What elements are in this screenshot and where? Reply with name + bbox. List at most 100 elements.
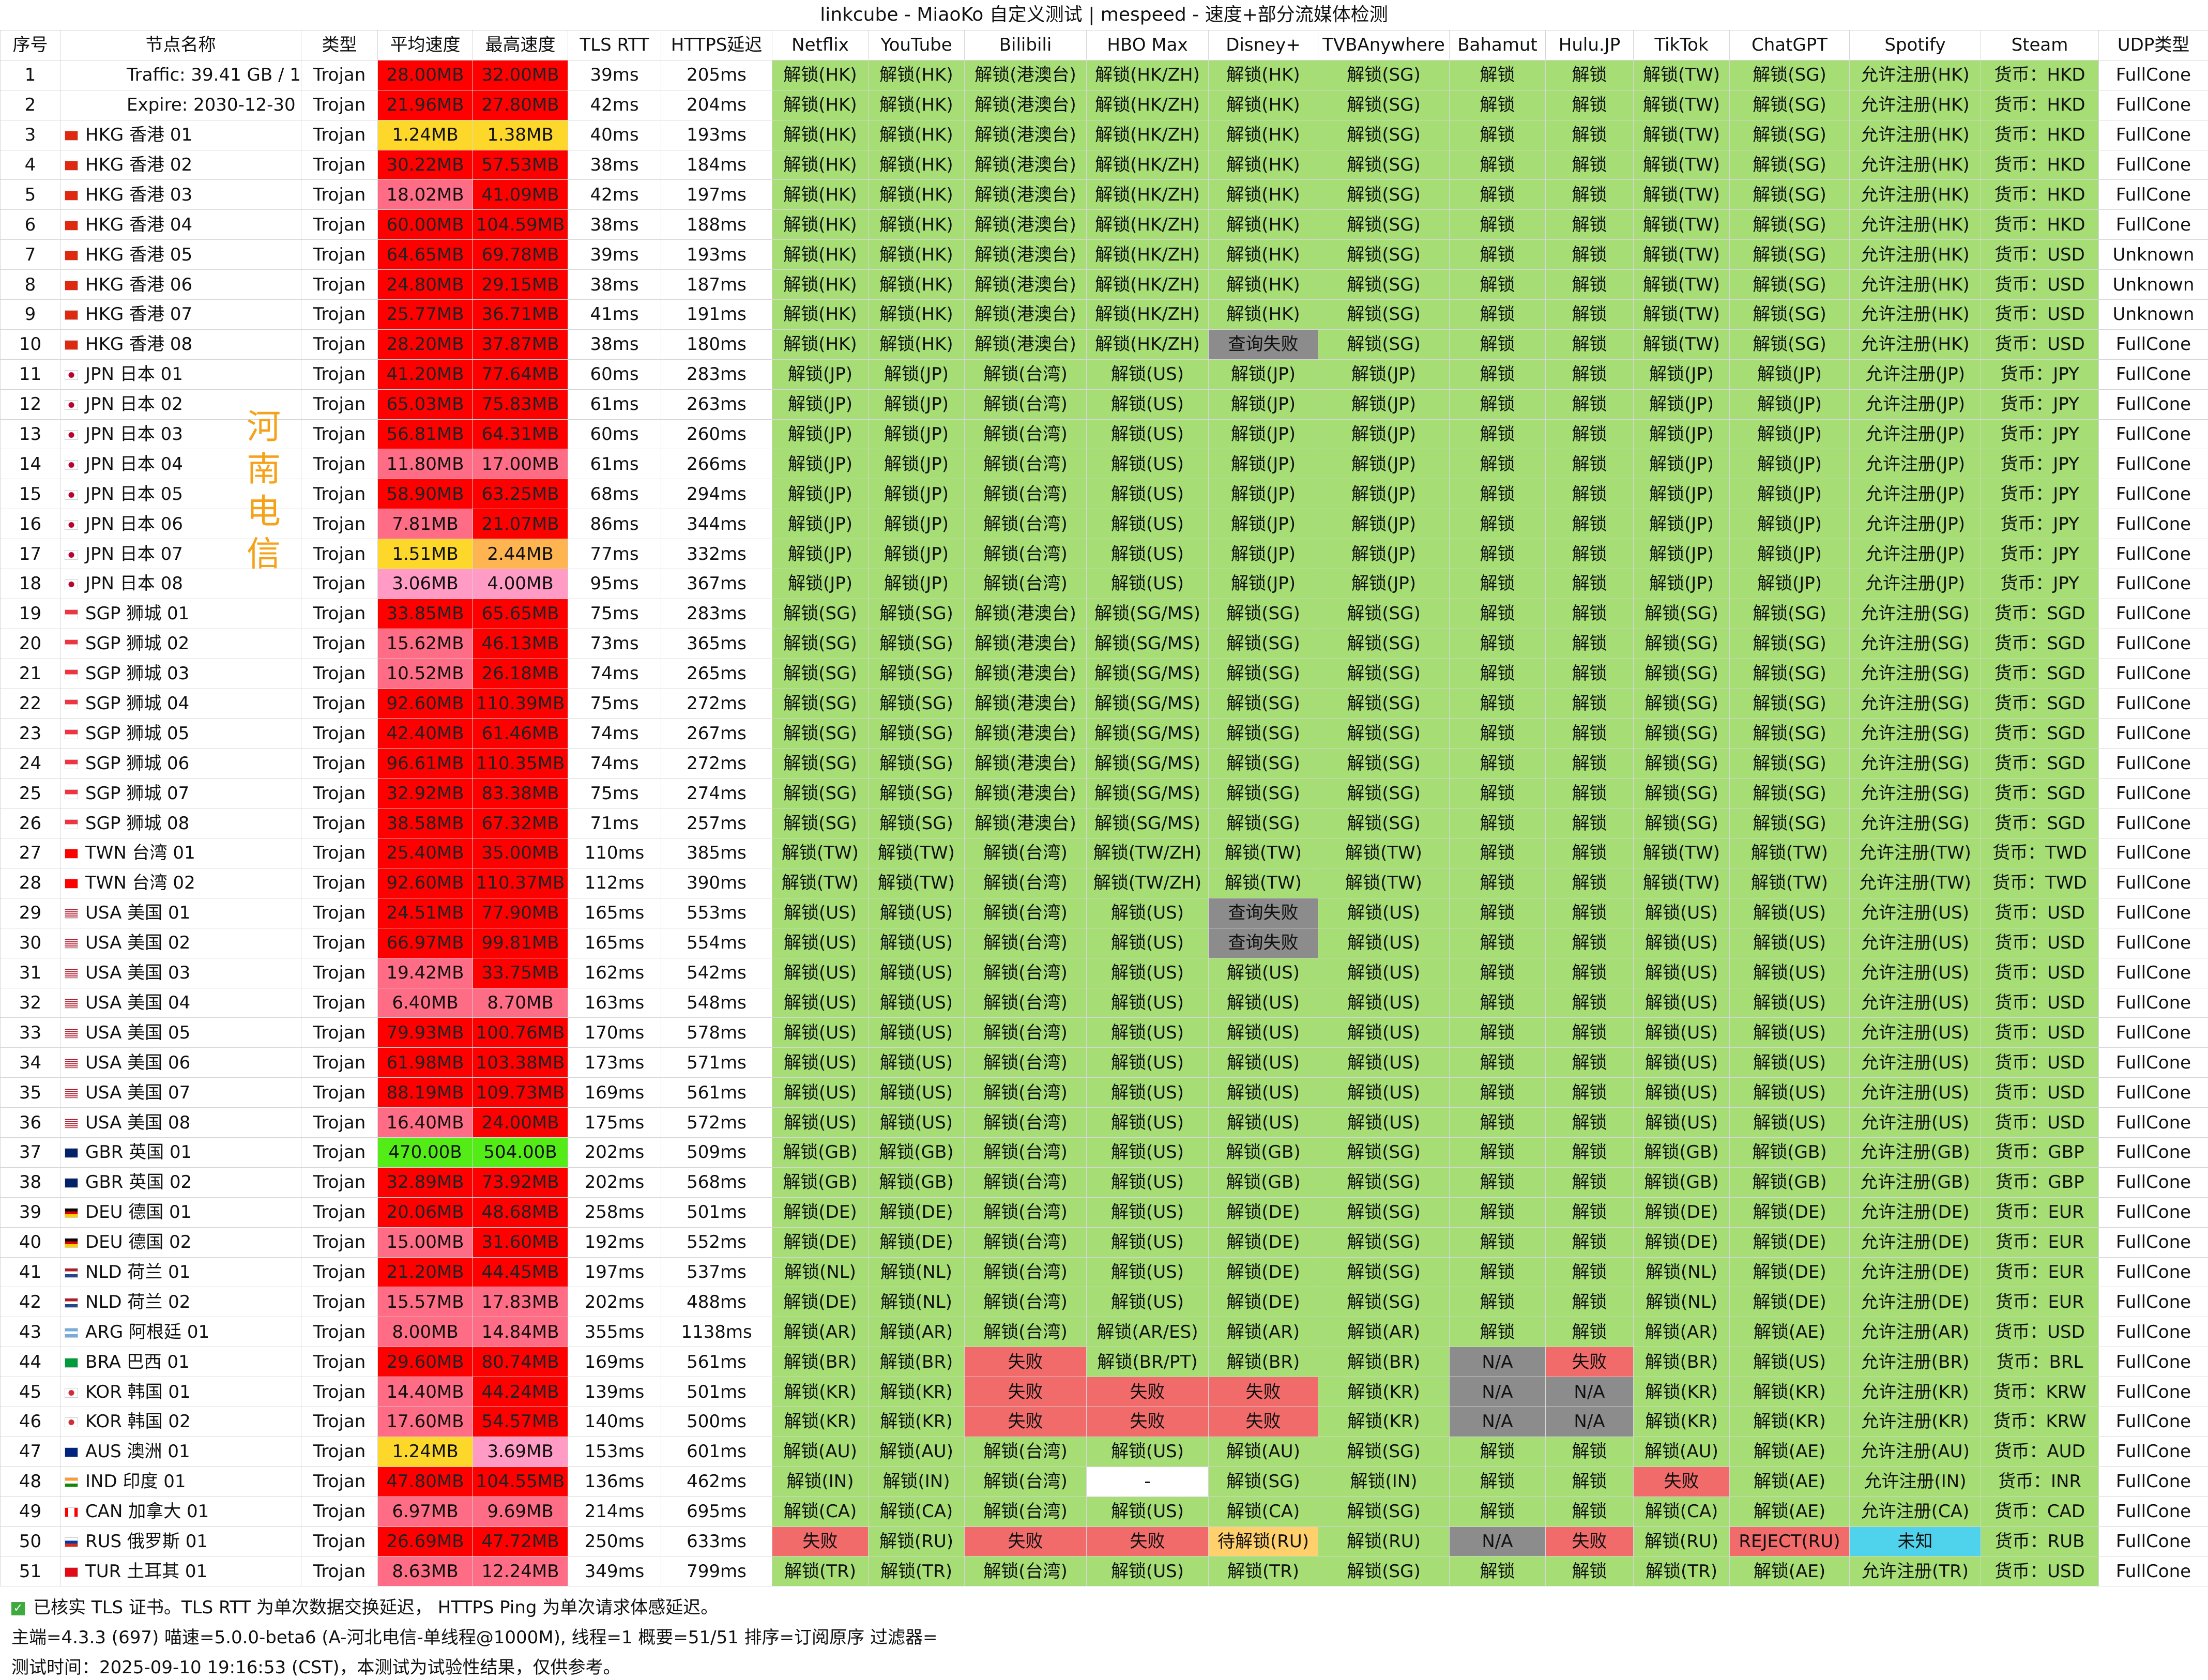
- media-unlock-cell: 解锁: [1449, 867, 1546, 898]
- media-unlock-cell: 货币：USD: [1981, 1077, 2099, 1108]
- latency-cell: 188ms: [661, 209, 772, 240]
- latency-cell: 61ms: [568, 449, 661, 480]
- flag-icon: [65, 430, 78, 440]
- media-unlock-cell: 解锁(台湾): [964, 927, 1087, 958]
- speed-cell: 58.90MB: [377, 479, 473, 510]
- media-unlock-cell: 解锁(SG): [1318, 598, 1450, 629]
- media-unlock-cell: 解锁(AU): [1208, 1436, 1318, 1467]
- media-unlock-cell: 解锁(CA): [1633, 1496, 1730, 1527]
- media-unlock-cell: 解锁(HK/ZH): [1086, 209, 1209, 240]
- media-unlock-cell: 解锁: [1449, 1227, 1546, 1258]
- speed-cell: 1.24MB: [377, 1436, 473, 1467]
- media-unlock-cell: 解锁(HK): [868, 209, 965, 240]
- media-unlock-cell: 解锁: [1545, 1556, 1634, 1587]
- media-unlock-cell: 解锁(SG): [1208, 1466, 1318, 1497]
- media-unlock-cell: 解锁(JP): [1208, 389, 1318, 420]
- media-unlock-cell: 货币：USD: [1981, 1556, 2099, 1587]
- media-unlock-cell: 允许注册(TR): [1849, 1556, 1981, 1587]
- media-unlock-cell: 解锁(JP): [1729, 359, 1850, 390]
- node-name-cell: SGP 狮城 08: [60, 808, 301, 839]
- protocol-cell: Trojan: [301, 1377, 378, 1407]
- flag-icon: [65, 1058, 78, 1068]
- media-unlock-cell: 解锁(GB): [1208, 1137, 1318, 1168]
- row-index-cell: 33: [0, 1017, 60, 1048]
- footer-note: ✓ 已核实 TLS 证书。TLS RTT 为单次数据交换延迟， HTTPS Pin…: [11, 1593, 718, 1618]
- node-name-cell: USA 美国 08: [60, 1107, 301, 1138]
- footer-line-1: 已核实 TLS 证书。TLS RTT 为单次数据交换延迟， HTTPS Ping…: [33, 1597, 719, 1618]
- protocol-cell: Trojan: [301, 479, 378, 510]
- media-unlock-cell: 解锁(JP): [1633, 509, 1730, 540]
- footer-time: 测试时间：2025-09-10 19:16:53 (CST)，本测试为试验性结果…: [11, 1657, 621, 1678]
- table-row: 2 Expire: 2030-12-30 Trojan 21.96MB 27.80MB 4…: [0, 89, 2208, 120]
- media-unlock-cell: 解锁: [1449, 1137, 1546, 1168]
- latency-cell: 799ms: [661, 1556, 772, 1587]
- speed-cell: 109.73MB: [473, 1077, 568, 1108]
- media-unlock-cell: 解锁: [1449, 897, 1546, 928]
- media-unlock-cell: 允许注册(JP): [1849, 359, 1981, 390]
- media-unlock-cell: 解锁(US): [1729, 897, 1850, 928]
- udp-type-cell: FullCone: [2098, 688, 2208, 719]
- media-unlock-cell: 解锁: [1449, 239, 1546, 270]
- media-unlock-cell: 解锁(SG/MS): [1086, 718, 1209, 749]
- media-unlock-cell: 允许注册(GB): [1849, 1137, 1981, 1168]
- latency-cell: 250ms: [568, 1526, 661, 1557]
- media-unlock-cell: 解锁(JP): [1318, 539, 1450, 570]
- media-unlock-cell: 允许注册(TW): [1849, 867, 1981, 898]
- media-unlock-cell: 解锁(SG): [1729, 59, 1850, 90]
- media-unlock-cell: 解锁(SG): [1318, 59, 1450, 90]
- report-title: linkcube - MiaoKo 自定义测试 | mespeed - 速度+部…: [820, 4, 1388, 25]
- latency-cell: 553ms: [661, 897, 772, 928]
- media-unlock-cell: 允许注册(HK): [1849, 209, 1981, 240]
- media-unlock-cell: 解锁(US): [1086, 419, 1209, 450]
- table-row: 50 RUS 俄罗斯 01 Trojan 26.69MB 47.72MB 250ms 633…: [0, 1526, 2208, 1557]
- speed-cell: 29.60MB: [377, 1347, 473, 1378]
- latency-cell: 75ms: [568, 688, 661, 719]
- media-unlock-cell: 解锁(HK/ZH): [1086, 59, 1209, 90]
- speed-cell: 44.45MB: [473, 1257, 568, 1288]
- media-unlock-cell: 解锁: [1449, 59, 1546, 90]
- node-name: HKG 香港 06: [85, 274, 193, 295]
- media-unlock-cell: 解锁(台湾): [964, 1466, 1087, 1497]
- row-index-cell: 44: [0, 1347, 60, 1378]
- node-name: JPN 日本 04: [85, 453, 183, 475]
- media-unlock-cell: 解锁(JP): [772, 389, 869, 420]
- udp-type-cell: FullCone: [2098, 1257, 2208, 1288]
- speed-cell: 24.80MB: [377, 269, 473, 300]
- media-unlock-cell: 解锁(JP): [772, 449, 869, 480]
- media-unlock-cell: 解锁: [1545, 718, 1634, 749]
- media-unlock-cell: 解锁(HK): [868, 149, 965, 180]
- protocol-cell: Trojan: [301, 1257, 378, 1288]
- media-unlock-cell: 解锁(港澳台): [964, 149, 1087, 180]
- media-unlock-cell: 解锁(TR): [868, 1556, 965, 1587]
- media-unlock-cell: 解锁(台湾): [964, 957, 1087, 988]
- table-row: 49 CAN 加拿大 01 Trojan 6.97MB 9.69MB 214ms 695ms…: [0, 1496, 2208, 1527]
- node-name: IND 印度 01: [85, 1471, 186, 1492]
- media-unlock-cell: 解锁(HK): [772, 299, 869, 330]
- table-row: 20 SGP 狮城 02 Trojan 15.62MB 46.13MB 73ms 365ms…: [0, 628, 2208, 659]
- latency-cell: 75ms: [568, 778, 661, 809]
- speed-cell: 6.97MB: [377, 1496, 473, 1527]
- latency-cell: 187ms: [661, 269, 772, 300]
- media-unlock-cell: 解锁: [1449, 1017, 1546, 1048]
- latency-cell: 344ms: [661, 509, 772, 540]
- speed-cell: 8.63MB: [377, 1556, 473, 1587]
- media-unlock-cell: 解锁(HK): [772, 209, 869, 240]
- media-unlock-cell: 解锁(JP): [772, 479, 869, 510]
- row-index-cell: 2: [0, 89, 60, 120]
- node-name: HKG 香港 03: [85, 184, 193, 205]
- protocol-cell: Trojan: [301, 1287, 378, 1318]
- latency-cell: 202ms: [568, 1137, 661, 1168]
- media-unlock-cell: 解锁(SG): [1729, 748, 1850, 779]
- media-unlock-cell: 解锁: [1545, 119, 1634, 150]
- media-unlock-cell: 解锁(US): [1086, 389, 1209, 420]
- media-unlock-cell: 解锁(TW): [868, 838, 965, 868]
- node-name-cell: SGP 狮城 04: [60, 688, 301, 719]
- media-unlock-cell: 未知: [1849, 1526, 1981, 1557]
- media-unlock-cell: 解锁: [1449, 598, 1546, 629]
- media-unlock-cell: 解锁(台湾): [964, 509, 1087, 540]
- node-name-cell: JPN 日本 07: [60, 539, 301, 570]
- media-unlock-cell: 解锁(TW): [1633, 119, 1730, 150]
- protocol-cell: Trojan: [301, 658, 378, 689]
- media-unlock-cell: 解锁(HK): [772, 149, 869, 180]
- media-unlock-cell: 解锁: [1545, 1227, 1634, 1258]
